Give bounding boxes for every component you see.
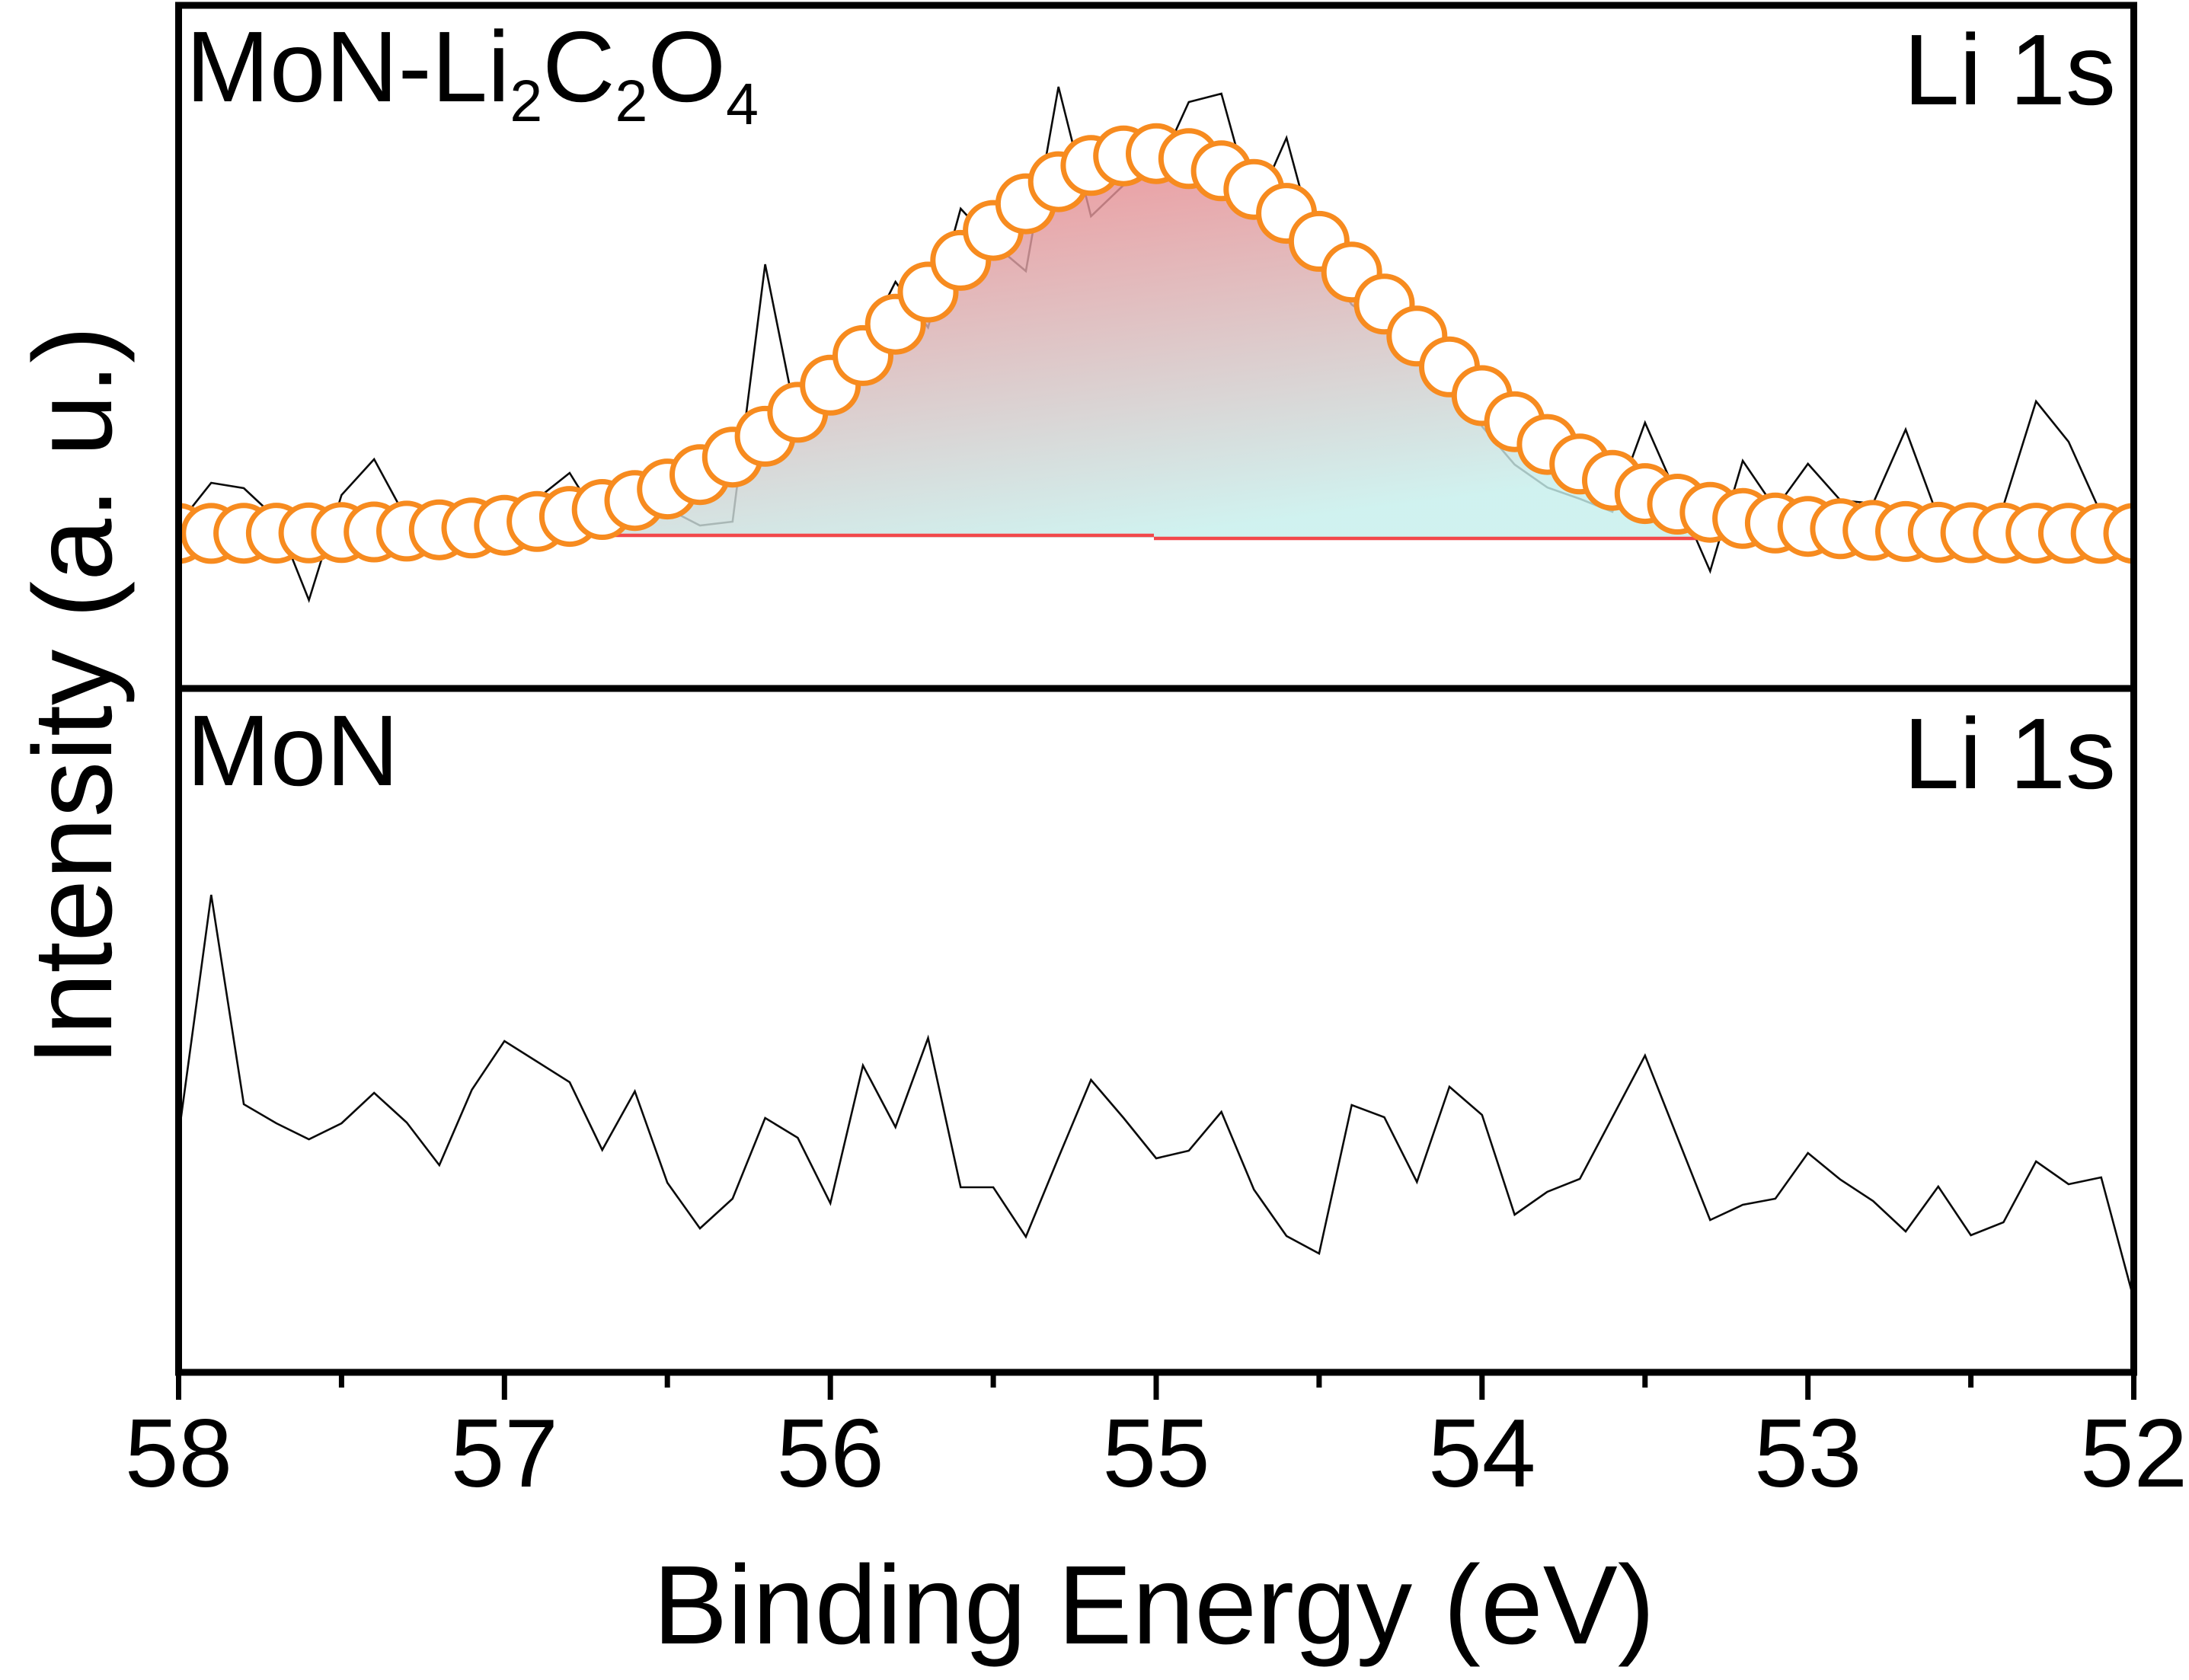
svg-text:Binding Energy (eV): Binding Energy (eV) [653, 1543, 1655, 1668]
svg-text:55: 55 [1102, 1399, 1210, 1507]
svg-text:MoN: MoN [187, 695, 399, 806]
svg-text:52: 52 [2080, 1399, 2187, 1507]
svg-text:58: 58 [125, 1399, 232, 1507]
svg-text:Li 1s: Li 1s [1903, 698, 2116, 810]
svg-text:56: 56 [777, 1399, 884, 1507]
svg-text:54: 54 [1428, 1399, 1535, 1507]
svg-text:Li 1s: Li 1s [1903, 14, 2116, 126]
svg-text:57: 57 [451, 1399, 558, 1507]
svg-text:Intensity (a. u.): Intensity (a. u.) [11, 326, 136, 1066]
svg-text:MoN-Li2C2O4: MoN-Li2C2O4 [186, 11, 759, 137]
svg-text:53: 53 [1754, 1399, 1861, 1507]
